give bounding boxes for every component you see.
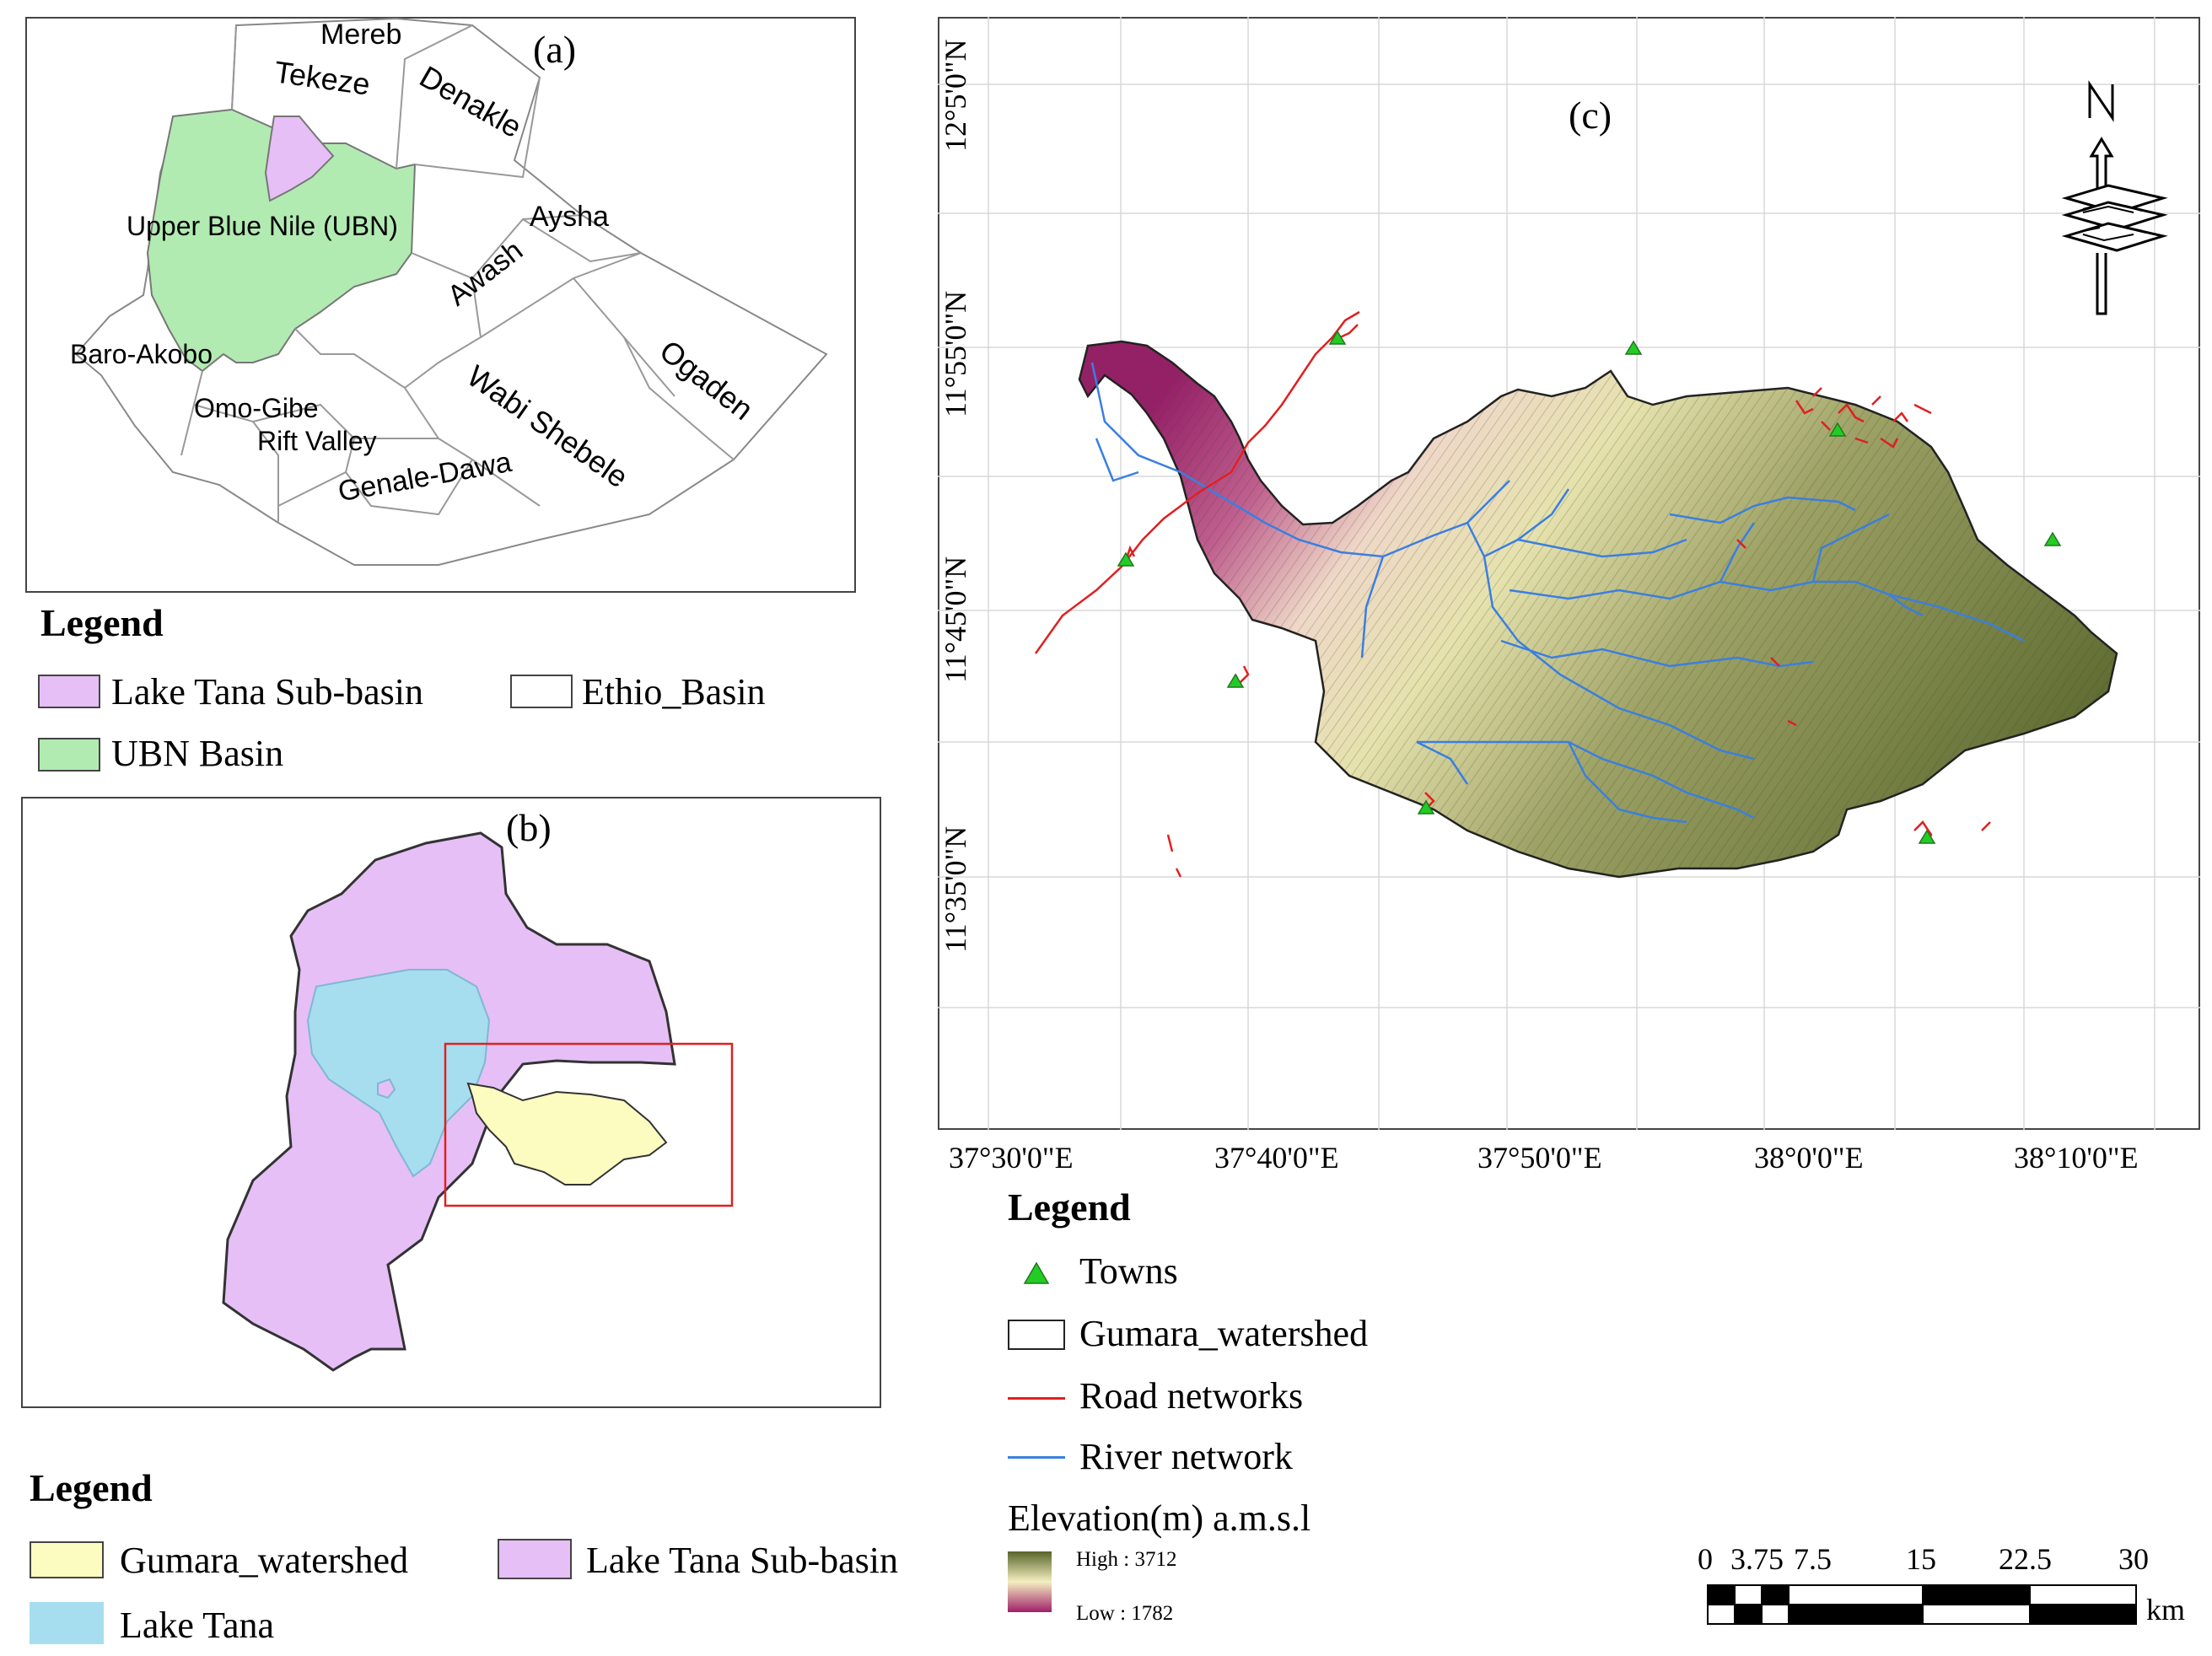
town-marker (1624, 340, 1643, 355)
town-marker (1828, 422, 1847, 437)
lon-tick-38-10: 38°10'0"E (2014, 1141, 2139, 1175)
legend-c-elevation-low: Low : 1782 (1076, 1602, 1174, 1625)
town-marker (1226, 673, 1245, 688)
lon-tick-37-30: 37°30'0"E (949, 1141, 1074, 1175)
legend-c-label-rivers: River network (1079, 1436, 1293, 1477)
legend-c-label-towns: Towns (1079, 1250, 1178, 1292)
legend-c-town-icon (1023, 1261, 1050, 1284)
ethiopia-basin-map (74, 17, 828, 566)
north-arrow-icon (2061, 80, 2168, 315)
legend-b-swatch-lake-tana (30, 1602, 104, 1644)
lon-tick-37-50: 37°50'0"E (1477, 1141, 1602, 1175)
legend-a-label-ethio-basin: Ethio_Basin (582, 671, 766, 712)
elevation-ramp (1008, 1551, 1052, 1612)
lake-tana-sub-basin-a (264, 116, 335, 202)
lake-tana (306, 969, 491, 1178)
town-marker (1918, 829, 1936, 844)
legend-a-label-lake-tana: Lake Tana Sub-basin (111, 671, 424, 712)
scale-unit: km (2146, 1593, 2186, 1626)
legend-b-label-lake-tana-sub-basin: Lake Tana Sub-basin (586, 1540, 899, 1581)
scale-tick-3-75: 3.75 (1730, 1542, 1784, 1576)
panel-c-label: (c) (1569, 94, 1612, 137)
town-marker (1417, 799, 1435, 815)
river-network (1090, 362, 2025, 824)
lon-tick-38-0: 38°0'0"E (1754, 1141, 1864, 1175)
towns (1117, 330, 2062, 844)
legend-c-road-line (1008, 1397, 1065, 1400)
town-marker (1328, 330, 1347, 345)
gumara-watershed-b (466, 1082, 668, 1186)
scale-tick-22-5: 22.5 (1999, 1542, 2052, 1576)
legend-b-title: Legend (30, 1466, 153, 1509)
basin-label-aysha: Aysha (530, 201, 609, 233)
lake-tana-map (222, 831, 734, 1372)
legend-a-swatch-lake-tana (38, 675, 100, 708)
basin-label-rift-valley: Rift Valley (257, 426, 377, 456)
study-area-box (444, 1042, 734, 1207)
legend-b-swatch-lake-tana-sub-basin (498, 1539, 572, 1579)
lat-tick-12-5: 12°5'0"N (939, 39, 972, 152)
basin-label-mereb: Mereb (320, 19, 402, 51)
basin-label-omo-gibe: Omo-Gibe (194, 393, 319, 423)
panel-a-label: (a) (533, 28, 577, 71)
legend-a-title: Legend (40, 601, 164, 644)
legend-a-swatch-ethio-basin (510, 675, 573, 708)
basin-label-ubn: Upper Blue Nile (UBN) (126, 211, 398, 241)
panel-a-frame (25, 17, 856, 593)
scale-bar (1707, 1584, 2137, 1625)
legend-b-label-lake-tana: Lake Tana (120, 1605, 275, 1646)
gumara-elevation-map (1034, 310, 2118, 879)
scale-tick-30: 30 (2118, 1542, 2149, 1576)
lat-tick-11-35: 11°35'0"N (939, 825, 972, 953)
scale-tick-0: 0 (1698, 1542, 1713, 1576)
lake-tana-island (377, 1078, 396, 1100)
panel-c-frame (938, 17, 2200, 1130)
scale-tick-7-5: 7.5 (1794, 1542, 1832, 1576)
legend-a-swatch-ubn (38, 738, 100, 772)
legend-c-label-roads: Road networks (1079, 1375, 1304, 1417)
legend-b-swatch-gumara (30, 1541, 104, 1578)
lat-tick-11-55: 11°55'0"N (939, 290, 972, 417)
legend-c-elevation-high: High : 3712 (1076, 1548, 1177, 1571)
legend-b-label-gumara: Gumara_watershed (120, 1540, 409, 1581)
legend-a-label-ubn: UBN Basin (111, 733, 284, 774)
lon-tick-37-40: 37°40'0"E (1214, 1141, 1339, 1175)
lat-tick-11-45: 11°45'0"N (939, 556, 972, 683)
town-marker (1117, 551, 1135, 567)
legend-c-swatch-watershed (1008, 1320, 1065, 1350)
legend-c-river-line (1008, 1456, 1065, 1459)
town-marker (2043, 531, 2062, 546)
legend-c-title: Legend (1008, 1186, 1131, 1229)
basin-label-baro-akobo: Baro-Akobo (70, 339, 213, 369)
legend-c-label-watershed: Gumara_watershed (1079, 1313, 1369, 1354)
panel-b-frame (21, 797, 881, 1408)
legend-c-elevation-title: Elevation(m) a.m.s.l (1008, 1497, 1311, 1539)
panel-b-label: (b) (506, 806, 552, 849)
scale-tick-15: 15 (1906, 1542, 1936, 1576)
road-networks (1034, 310, 1991, 878)
